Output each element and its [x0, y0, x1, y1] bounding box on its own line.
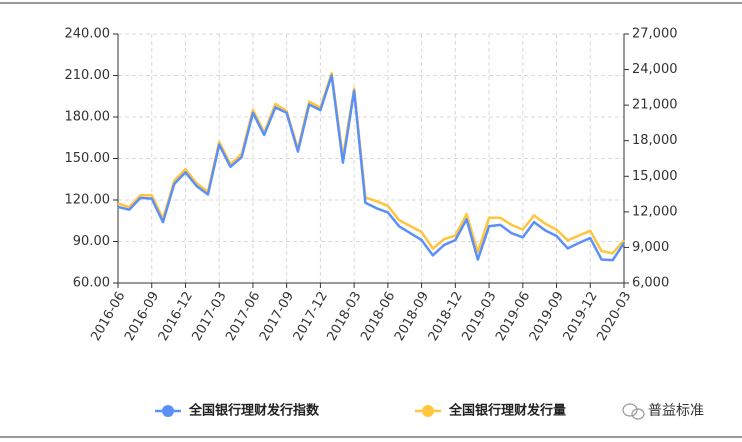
y2-tick-label: 27,000: [632, 27, 678, 42]
y-tick-label: 240.00: [65, 27, 111, 42]
y-tick-label: 60.00: [73, 276, 110, 291]
y-tick-label: 150.00: [65, 151, 111, 166]
y2-tick-label: 18,000: [632, 133, 678, 148]
y2-tick-label: 24,000: [632, 62, 678, 77]
legend-label: 全国银行理财发行量: [448, 403, 566, 419]
y2-tick-label: 12,000: [632, 204, 678, 219]
y-tick-label: 210.00: [65, 68, 111, 83]
y-tick-label: 90.00: [73, 234, 110, 249]
y2-tick-label: 15,000: [632, 169, 678, 184]
legend-marker: [422, 405, 434, 417]
y-tick-label: 120.00: [65, 193, 111, 208]
watermark-icon: [622, 403, 645, 420]
series-line: [117, 74, 626, 262]
watermark: 普益标准: [648, 403, 704, 419]
y2-tick-label: 6,000: [632, 276, 669, 291]
legend-label: 全国银行理财发行指数: [188, 403, 320, 419]
y-tick-label: 180.00: [65, 110, 111, 125]
series-line: [117, 71, 625, 255]
legend-marker: [162, 405, 174, 417]
y2-tick-label: 9,000: [632, 240, 669, 255]
y2-tick-label: 21,000: [632, 98, 678, 113]
